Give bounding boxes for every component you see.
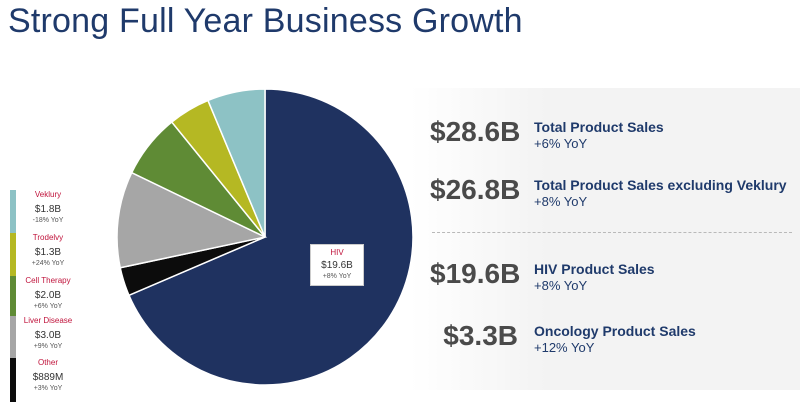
page-title: Strong Full Year Business Growth <box>8 2 523 40</box>
metrics-panel-background <box>410 88 800 390</box>
legend-name: Cell Therapy <box>25 276 71 285</box>
legend-yoy: +9% YoY <box>33 343 63 350</box>
hiv-label-name: HIV <box>330 248 344 257</box>
legend-yoy: +3% YoY <box>33 385 63 392</box>
pie-slice-liver-disease <box>116 171 268 269</box>
legend-swatch <box>10 190 16 234</box>
legend-swatch <box>10 276 16 320</box>
hiv-slice-label: HIV $19.6B +8% YoY <box>310 244 364 286</box>
metric-value: $26.8B <box>430 174 521 205</box>
legend-yoy: +6% YoY <box>33 303 63 310</box>
metrics-divider <box>432 232 792 233</box>
legend-name: Trodelvy <box>32 233 64 242</box>
legend-value: $2.0B <box>34 290 62 301</box>
hiv-label-yoy: +8% YoY <box>322 273 352 280</box>
pie-slice-hiv <box>127 88 414 386</box>
hiv-label-value: $19.6B <box>321 260 353 271</box>
legend-value: $1.8B <box>34 204 62 215</box>
legend-value: $889M <box>32 372 64 383</box>
legend-item-veklury: Veklury $1.8B -18% YoY <box>10 190 70 234</box>
legend-name: Liver Disease <box>23 316 73 325</box>
legend-yoy: -18% YoY <box>32 217 64 224</box>
legend-item-cell-therapy: Cell Therapy $2.0B +6% YoY <box>10 276 71 320</box>
metric-yoy: +8% YoY <box>534 194 588 209</box>
legend-swatch <box>10 358 16 402</box>
metric-label: Oncology Product Sales <box>534 323 696 339</box>
legend-yoy: +24% YoY <box>31 260 65 267</box>
metric-yoy: +12% YoY <box>534 340 595 355</box>
legend-value: $1.3B <box>34 247 62 258</box>
metric-value: $28.6B <box>430 116 521 147</box>
legend-value: $3.0B <box>34 330 62 341</box>
legend-name: Other <box>37 358 58 367</box>
legend-swatch <box>10 233 16 277</box>
metric-yoy: +8% YoY <box>534 278 588 293</box>
legend-item-other: Other $889M +3% YoY <box>10 358 70 402</box>
metric-value: $3.3B <box>443 320 518 351</box>
legend-item-trodelvy: Trodelvy $1.3B +24% YoY <box>10 233 70 277</box>
legend-item-liver-disease: Liver Disease $3.0B +9% YoY <box>10 316 72 360</box>
pie-slice-veklury <box>206 88 266 238</box>
legend-name: Veklury <box>34 190 62 199</box>
metric-label: Total Product Sales excluding Veklury <box>534 177 787 193</box>
metric-label: Total Product Sales <box>534 119 664 135</box>
metric-yoy: +6% YoY <box>534 136 588 151</box>
legend-swatch <box>10 316 16 360</box>
metric-value: $19.6B <box>430 258 521 289</box>
metric-label: HIV Product Sales <box>534 261 655 277</box>
